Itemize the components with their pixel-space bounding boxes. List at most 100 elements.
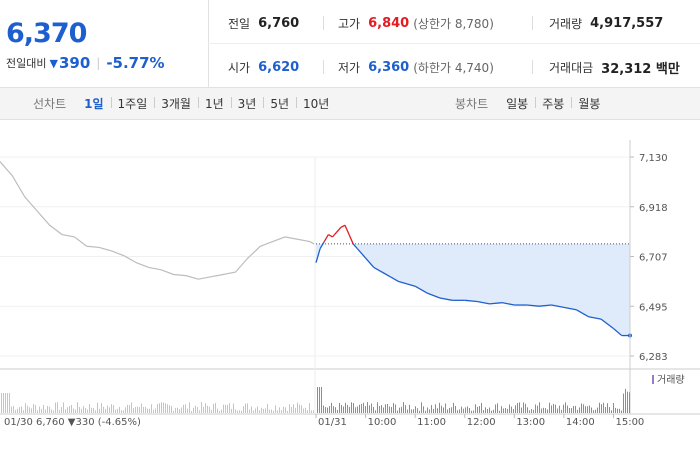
volume-bar	[439, 402, 440, 413]
volume-bar	[591, 407, 592, 413]
volume-bar	[353, 403, 354, 413]
volume-bar	[19, 407, 20, 413]
volume-bar	[553, 403, 554, 413]
volume-bar	[135, 407, 136, 413]
volume-value: 4,917,557	[590, 15, 664, 31]
volume-bar	[519, 402, 520, 413]
series-segment	[439, 297, 453, 301]
current-price: 6,370	[6, 18, 87, 49]
volume-bar	[129, 405, 130, 413]
volume-bar	[133, 408, 134, 413]
volume-bar	[155, 408, 156, 413]
volume-bar	[423, 406, 424, 413]
volume-bar	[433, 408, 434, 413]
tab-weekly-candle[interactable]: 주봉	[535, 95, 571, 112]
volume-bar	[21, 406, 22, 413]
volume-bar	[347, 404, 348, 413]
volume-bar	[1, 393, 2, 413]
volume-bar	[575, 405, 576, 413]
series-segment	[464, 299, 478, 303]
y-tick-label: 7,130	[639, 153, 668, 164]
volume-label: 거래량	[549, 16, 583, 31]
volume-bar	[533, 409, 534, 413]
series-segment	[315, 248, 321, 263]
volume-bar	[513, 408, 514, 413]
volume-bar	[121, 410, 122, 413]
volume-bar	[23, 410, 24, 413]
volume-bar	[565, 402, 566, 413]
volume-bar	[89, 404, 90, 413]
volume-bar	[505, 407, 506, 413]
volume-bar	[511, 406, 512, 413]
volume-bar	[277, 410, 278, 413]
volume-bar	[535, 404, 536, 413]
volume-bar	[105, 408, 106, 413]
volume-bar	[507, 408, 508, 413]
tab-3years[interactable]: 3년	[230, 95, 264, 112]
tab-5years[interactable]: 5년	[263, 95, 296, 112]
volume-bar	[119, 406, 120, 413]
volume-bar	[227, 405, 228, 413]
x-tick-label: 11:00	[417, 417, 446, 428]
intraday-chart: 7,130 6,918 6,707 6,495 6,283 01/31 10:00 11:0…	[0, 140, 700, 428]
volume-bar	[257, 406, 258, 413]
volume-bar	[197, 407, 198, 413]
series-segment	[323, 234, 329, 242]
volume-bar	[113, 405, 114, 413]
tab-1day[interactable]: 1일	[84, 97, 104, 111]
tab-monthly-candle[interactable]: 월봉	[571, 95, 607, 112]
volume-bar	[177, 407, 178, 413]
volume-bar	[179, 409, 180, 413]
volume-bar	[369, 405, 370, 413]
tab-1year[interactable]: 1년	[197, 95, 231, 112]
volume-bar	[293, 404, 294, 413]
series-segment	[613, 328, 623, 337]
tab-3months[interactable]: 3개월	[154, 95, 198, 112]
low-label: 저가	[338, 60, 361, 75]
volume-bar	[69, 406, 70, 413]
volume-bar	[335, 407, 336, 413]
volume-bar	[143, 406, 144, 413]
change-separator: |	[96, 56, 101, 70]
series-segment	[588, 316, 602, 320]
volume-bar	[123, 410, 124, 413]
down-triangle-icon: ▼	[49, 56, 58, 70]
volume-bar	[183, 404, 184, 413]
volume-bar	[343, 406, 344, 413]
volume-bar	[359, 404, 360, 413]
volume-bar	[203, 406, 204, 413]
tab-10years[interactable]: 10년	[296, 95, 336, 112]
volume-bar	[117, 408, 118, 413]
volume-bar	[607, 403, 608, 413]
volume-legend-swatch	[652, 375, 654, 384]
tab-1week[interactable]: 1주일	[110, 95, 155, 112]
volume-bar	[231, 408, 232, 413]
volume-bar	[325, 407, 326, 413]
volume-bar	[493, 409, 494, 413]
volume-bar	[387, 403, 388, 413]
volume-bar	[13, 405, 14, 413]
volume-bar	[623, 393, 624, 413]
volume-bar	[405, 405, 406, 413]
candle-chart-label: 봉차트	[455, 97, 489, 111]
volume-bar	[97, 402, 98, 413]
volume-bar	[417, 408, 418, 413]
volume-bar	[483, 410, 484, 413]
volume-bar	[243, 406, 244, 413]
volume-bar	[459, 409, 460, 413]
volume-bar	[629, 392, 630, 413]
volume-bar	[181, 407, 182, 413]
series-segment	[344, 224, 350, 235]
volume-bar	[297, 402, 298, 413]
volume-bar	[215, 402, 216, 413]
volume-bar	[11, 406, 12, 413]
below-prev-close-fill	[316, 243, 630, 336]
volume-cell: 거래량 4,917,557	[549, 13, 663, 33]
tab-daily-candle[interactable]: 일봉	[506, 97, 529, 111]
volume-bar	[211, 409, 212, 413]
volume-bar	[529, 410, 530, 413]
volume-bar	[441, 405, 442, 413]
volume-bar	[289, 404, 290, 413]
series-segment	[398, 280, 408, 285]
volume-bar	[161, 402, 162, 413]
